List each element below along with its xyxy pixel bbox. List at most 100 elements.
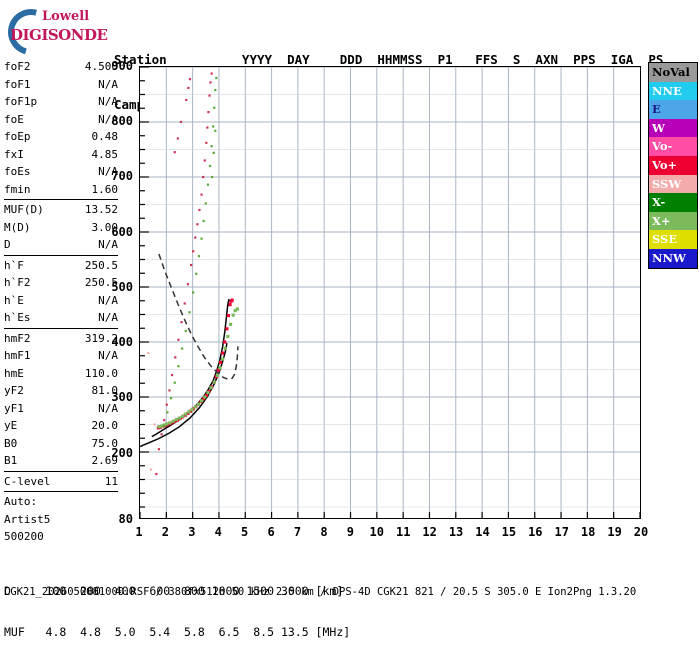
param-key: fmin [4,182,31,196]
param-value: 13.52 [84,203,118,216]
param-row-yf2: yF2 81.0 [4,382,118,400]
param-row-hf2: h`F2 250.5 [4,274,118,292]
header-labels-row: Station YYYY DAY DDD HHMMSS P1 FFS S AXN… [114,52,664,67]
param-value: N/A [98,77,118,91]
curve-muf-dashed-curve [158,253,239,381]
legend-item-nne[interactable]: NNE [649,81,697,101]
param-key: foF2 [4,60,31,73]
x-tick-13: 13 [448,525,464,539]
param-value: N/A [98,401,118,415]
param-row-ye: yE 20.0 [4,417,118,435]
param-value: 250.5 [84,276,118,289]
legend-item-vo[interactable]: Vo- [649,137,697,156]
x-tick-3: 3 [188,525,196,539]
series-multi-hop-o-mode-trace [155,72,213,476]
param-value: 1.60 [91,182,119,196]
param-row-fof2: foF2 4.500 [4,58,118,76]
param-key: fxI [4,147,24,161]
param-key: foF1 [4,77,31,91]
legend-item-nnw[interactable]: NNW [649,248,697,268]
param-value: N/A [98,95,118,108]
legend-item-x[interactable]: X+ [649,211,697,231]
x-tick-15: 15 [501,525,517,539]
param-value: N/A [98,112,118,126]
param-row-hf: h`F 250.5 [4,257,118,275]
auto-scaler-line-1: Artist5 [4,512,51,526]
param-key: h`E [4,293,24,307]
echo-direction-legend[interactable]: NoVal NNE E W Vo- Vo+ SSW X- X+ SSE NNW [648,62,698,269]
param-key: hmF2 [4,331,31,345]
param-key: yF1 [4,401,24,415]
legend-item-w[interactable]: W [649,118,697,138]
legend-item-sse[interactable]: SSE [649,230,697,249]
param-key: D [4,238,11,251]
legend-item-x[interactable]: X- [649,193,697,212]
param-value: 11 [104,474,118,488]
x-tick-4: 4 [214,525,222,539]
distance-row: D 100 200 400 600 800 1000 1500 3000 [km… [4,584,344,598]
param-value: 75.0 [91,436,119,450]
footer-metadata: CGK21_2026050081000.RSF / 380fx512h 50 k… [4,586,637,598]
x-tick-14: 14 [475,525,490,539]
x-tick-6: 6 [267,525,275,539]
param-row-foep: foEp 0.48 [4,128,118,146]
param-key: h`F [4,258,24,272]
ionogram-plot[interactable] [139,66,641,519]
param-key: h`Es [4,311,31,324]
x-tick-17: 17 [554,525,569,539]
param-value: 2.69 [91,454,119,467]
legend-item-noval[interactable]: NoVal [649,63,697,82]
param-value: 250.5 [84,258,118,272]
param-value: 319.2 [84,331,118,345]
legend-item-ssw[interactable]: SSW [649,174,697,194]
param-row-hme: hmE 110.0 [4,365,118,383]
param-row-mufd: MUF(D) 13.52 [4,201,118,219]
x-tick-7: 7 [293,525,302,539]
x-tick-12: 12 [422,525,437,539]
param-value: 4.500 [84,60,118,73]
param-key: B0 [4,436,18,450]
param-value: N/A [98,238,118,251]
param-group-divider [4,491,118,492]
param-value: 3.00 [91,220,119,234]
auto-scaler-line-2: 500200 [4,530,44,543]
x-tick-20: 20 [633,525,649,539]
param-row-fxi: fxI 4.85 [4,146,118,164]
param-key: C-level [4,474,51,488]
param-key: foE [4,112,24,126]
param-group-divider [4,327,118,329]
param-row-d: D N/A [4,236,118,254]
param-value: N/A [98,165,118,178]
x-tick-19: 19 [607,525,622,539]
param-value: N/A [98,349,118,362]
x-tick-2: 2 [161,525,170,539]
logo-digisonde-text: DIGISONDE [10,26,108,44]
logo-lowell-text: Lowell [42,9,90,24]
curve-lower-black-profile-curve [140,342,228,448]
param-row-b0: B0 75.0 [4,435,118,453]
param-key: M(D) [4,220,31,234]
param-value: 4.85 [91,147,119,161]
param-row-clevel: C-level 11 [4,473,118,491]
x-tick-18: 18 [580,525,596,539]
lowell-digisonde-logo: Lowell DIGISONDE [0,0,116,64]
param-row-he: h`E N/A [4,292,118,310]
y-tick-800: 800 [111,114,133,129]
curve-electron-density-profile [151,298,230,438]
y-tick-600: 600 [111,224,133,239]
param-key: MUF(D) [4,203,44,216]
legend-item-e[interactable]: E [649,100,697,119]
param-key: foEp [4,130,31,143]
plot-data [140,72,240,476]
param-row-md: M(D) 3.00 [4,219,118,237]
param-row-b1: B1 2.69 [4,452,118,470]
param-value: N/A [98,311,118,324]
muf-row: MUF 4.8 4.8 5.0 5.4 5.8 6.5 8.5 13.5 [MH… [4,624,351,639]
param-row-fof1: foF1 N/A [4,76,118,94]
auto-scaler-line-0: Auto: [4,495,38,508]
legend-item-vo[interactable]: Vo+ [649,155,697,175]
param-row-hes: h`Es N/A [4,309,118,327]
param-value: 81.0 [91,384,119,397]
series-multi-hop-x-mode-trace [162,76,218,427]
y-tick-500: 500 [111,279,133,294]
